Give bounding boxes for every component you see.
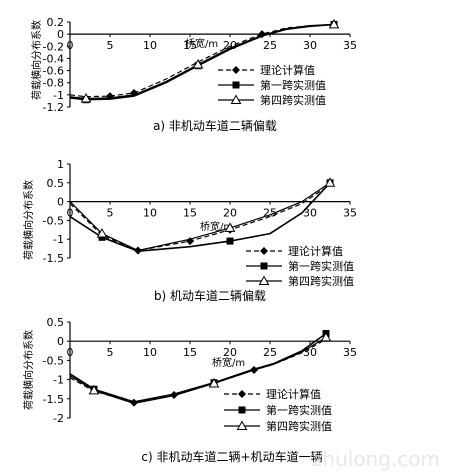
- legend-marker: [230, 94, 242, 104]
- legend-marker: [236, 420, 248, 430]
- figure-caption: b) 机动车道二辆偏载: [154, 288, 266, 303]
- chart-panel-2: 0.50-0.5-1-1.5-20 5 10 15 20 25 30 35桥宽/m荷载横向分布…: [22, 316, 357, 464]
- x-tick-label: 0: [67, 346, 74, 359]
- legend-label: 第四跨实测值: [288, 274, 354, 288]
- watermark-text: zhulong.com: [312, 447, 440, 471]
- y-tick-label: 0.5: [47, 316, 65, 329]
- legend-label: 第四跨实测值: [266, 419, 332, 433]
- legend-label: 理论计算值: [260, 63, 315, 77]
- chart-panel-0: 0.20-0.2-0.4-0.6-0.8-1-1.2 0 5 10 15 20 25 30 35…: [30, 16, 357, 133]
- x-axis-label: 桥宽/m: [212, 356, 245, 369]
- y-tick-label: -0.6: [43, 65, 64, 78]
- x-tick-label: 30: [303, 39, 317, 52]
- series-2: [69, 331, 332, 405]
- x-tick-label: 35: [343, 39, 357, 52]
- data-point: [192, 58, 204, 69]
- y-tick-label: 1: [57, 158, 64, 171]
- series-line: [69, 184, 331, 252]
- y-tick-label: -1: [53, 374, 64, 387]
- legend-marker: [260, 262, 268, 270]
- data-point: [324, 177, 336, 187]
- data-point: [328, 18, 340, 29]
- figure-caption: c) 非机动车道二辆+机动车道一辆: [141, 449, 322, 464]
- legend-marker: [258, 275, 270, 285]
- y-tick-label: -1.5: [43, 393, 64, 406]
- y-tick-label: -2: [53, 412, 64, 425]
- x-tick-label: 10: [143, 346, 157, 359]
- x-tick-label: 25: [263, 39, 277, 52]
- data-point: [88, 384, 100, 395]
- y-tick-label: -1: [53, 89, 64, 102]
- data-point: [208, 377, 220, 388]
- series-2: [69, 177, 336, 252]
- y-tick-label: 0: [57, 28, 64, 41]
- y-tick-label: -0.4: [43, 52, 64, 65]
- x-tick-label: 20: [223, 346, 237, 359]
- legend-marker: [260, 247, 268, 255]
- data-point: [320, 331, 332, 342]
- x-tick-label: 5: [107, 207, 114, 220]
- y-tick-label: -1: [53, 233, 64, 246]
- x-tick-label: 5: [107, 346, 114, 359]
- x-tick-label: 25: [263, 346, 277, 359]
- y-tick-label: -0.5: [43, 354, 64, 367]
- y-tick-label: -1.2: [43, 101, 64, 114]
- x-tick-label: 0: [67, 39, 74, 52]
- y-axis-label: 荷载横向分布系数: [30, 20, 43, 100]
- data-point: [80, 92, 92, 103]
- y-tick-label: 0.5: [47, 177, 65, 190]
- x-tick-label: 15: [183, 207, 197, 220]
- x-tick-label: 10: [143, 39, 157, 52]
- y-tick-label: -0.5: [43, 214, 64, 227]
- legend-marker: [232, 81, 240, 89]
- x-tick-label: 30: [303, 207, 317, 220]
- data-point: [224, 222, 236, 232]
- series-line: [69, 182, 331, 253]
- y-tick-label: -1.5: [43, 252, 64, 265]
- legend-label: 第一跨实测值: [260, 78, 326, 92]
- legend-label: 第一跨实测值: [266, 403, 332, 417]
- y-tick-label: 0.2: [47, 16, 65, 29]
- y-tick-label: -0.8: [43, 77, 64, 90]
- x-tick-label: 5: [107, 39, 114, 52]
- legend-label: 理论计算值: [266, 387, 321, 401]
- series-line: [69, 182, 331, 252]
- legend-marker: [238, 390, 246, 398]
- figure-caption: a) 非机动车道二辆偏载: [153, 118, 277, 133]
- x-tick-label: 35: [343, 207, 357, 220]
- y-tick-label: -0.2: [43, 40, 64, 53]
- x-tick-label: 10: [143, 207, 157, 220]
- legend-label: 第一跨实测值: [288, 259, 354, 273]
- chart-panel-1: 10.50-0.5-1-1.50 5 10 15 20 25 30 35桥宽/m荷载横向分布系…: [22, 158, 357, 303]
- x-tick-label: 15: [183, 346, 197, 359]
- x-tick-label: 15: [183, 39, 197, 52]
- x-axis-label: 桥宽/m: [185, 37, 218, 50]
- y-axis-label: 荷载横向分布系数: [22, 330, 35, 410]
- data-point: [96, 228, 108, 238]
- y-tick-label: 0: [57, 196, 64, 209]
- x-tick-label: 20: [223, 39, 237, 52]
- series-line: [69, 24, 335, 98]
- x-tick-label: 35: [343, 346, 357, 359]
- legend-label: 理论计算值: [288, 244, 343, 258]
- legend-marker: [238, 406, 246, 414]
- data-point: [226, 237, 234, 245]
- legend-label: 第四跨实测值: [260, 93, 326, 107]
- y-tick-label: 0: [57, 335, 64, 348]
- x-tick-label: 20: [223, 207, 237, 220]
- x-tick-label: 0: [67, 207, 74, 220]
- y-axis-label: 荷载横向分布系数: [22, 180, 35, 260]
- series-2: [69, 18, 340, 103]
- legend-marker: [232, 66, 240, 74]
